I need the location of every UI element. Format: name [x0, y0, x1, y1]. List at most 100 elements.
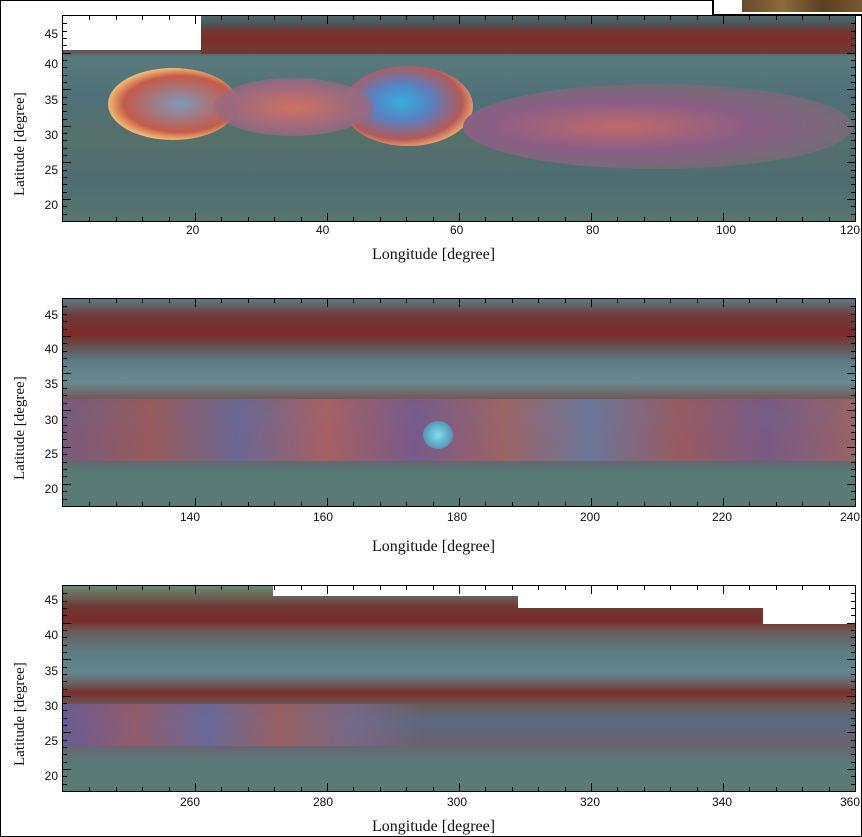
- x-tick-mark: [301, 299, 302, 303]
- x-tick-mark: [142, 586, 143, 590]
- y-tick-mark: [847, 623, 855, 624]
- y-tick-mark: [63, 762, 67, 763]
- y-tick-mark: [63, 133, 67, 134]
- y-tick-mark: [851, 499, 855, 500]
- y-tick-mark: [63, 776, 67, 777]
- x-tick-mark: [485, 299, 486, 303]
- x-tick-label: 220: [712, 510, 733, 524]
- x-tick-mark: [802, 217, 803, 221]
- x-tick-mark: [776, 586, 777, 590]
- x-tick-mark: [802, 299, 803, 303]
- y-tick-label: 20: [44, 482, 58, 496]
- x-tick-mark: [301, 787, 302, 791]
- x-tick-label: 60: [450, 223, 464, 237]
- y-tick-label: 30: [44, 128, 58, 142]
- x-tick-mark: [221, 299, 222, 303]
- y-tick-mark: [851, 667, 855, 668]
- y-tick-mark: [63, 119, 67, 120]
- x-tick-mark: [116, 787, 117, 791]
- x-tick-mark: [723, 783, 724, 791]
- y-tick-mark: [63, 696, 71, 697]
- y-tick-mark: [63, 53, 71, 54]
- x-tick-mark: [802, 787, 803, 791]
- y-tick-mark: [851, 417, 855, 418]
- y-axis-label: Latitude [degree]: [12, 662, 28, 766]
- x-tick-mark: [195, 299, 196, 307]
- x-tick-label: 140: [180, 510, 201, 524]
- x-tick-mark: [591, 16, 592, 24]
- y-tick-mark: [851, 754, 855, 755]
- y-tick-mark: [63, 358, 67, 359]
- x-tick-mark: [89, 586, 90, 590]
- x-tick-mark: [617, 16, 618, 20]
- x-tick-mark: [195, 213, 196, 221]
- x-tick-mark: [380, 16, 381, 20]
- y-tick-mark: [851, 133, 855, 134]
- y-tick-mark: [63, 45, 67, 46]
- x-tick-mark: [116, 502, 117, 506]
- y-tick-mark: [847, 53, 855, 54]
- x-tick-mark: [723, 299, 724, 307]
- y-tick-label: 30: [44, 699, 58, 713]
- y-tick-mark: [63, 89, 71, 90]
- x-tick-label: 40: [316, 223, 330, 237]
- y-tick-mark: [63, 170, 67, 171]
- x-tick-mark: [644, 299, 645, 303]
- x-tick-mark: [169, 16, 170, 20]
- data-gap: [763, 586, 855, 624]
- y-tick-mark: [63, 388, 67, 389]
- x-tick-mark: [142, 787, 143, 791]
- y-axis-label: Latitude [degree]: [12, 92, 28, 196]
- x-tick-label: 80: [586, 223, 600, 237]
- y-tick-mark: [851, 177, 855, 178]
- x-tick-mark: [670, 586, 671, 590]
- y-tick-mark: [63, 484, 71, 485]
- y-tick-mark: [63, 667, 67, 668]
- y-tick-mark: [847, 447, 855, 448]
- x-tick-mark: [274, 16, 275, 20]
- y-tick-label: 35: [44, 664, 58, 678]
- y-tick-mark: [63, 681, 67, 682]
- y-tick-mark: [63, 652, 67, 653]
- x-tick-label: 280: [313, 795, 334, 809]
- corner-image-strip: [742, 0, 862, 12]
- y-tick-mark: [847, 373, 855, 374]
- y-tick-mark: [63, 214, 67, 215]
- y-tick-mark: [851, 454, 855, 455]
- y-tick-mark: [851, 395, 855, 396]
- y-tick-mark: [63, 380, 67, 381]
- y-tick-mark: [63, 111, 67, 112]
- y-tick-mark: [63, 593, 67, 594]
- x-tick-label: 300: [447, 795, 468, 809]
- x-tick-mark: [406, 299, 407, 303]
- x-tick-mark: [565, 586, 566, 590]
- y-tick-mark: [851, 75, 855, 76]
- x-tick-mark: [248, 586, 249, 590]
- y-tick-label: 25: [44, 163, 58, 177]
- y-tick-label: 40: [44, 57, 58, 71]
- y-tick-mark: [63, 38, 67, 39]
- x-tick-mark: [327, 783, 328, 791]
- y-tick-label: 35: [44, 93, 58, 107]
- y-tick-mark: [63, 725, 67, 726]
- y-tick-mark: [63, 703, 67, 704]
- y-tick-mark: [851, 652, 855, 653]
- x-tick-label: 160: [313, 510, 334, 524]
- x-tick-mark: [274, 299, 275, 303]
- y-tick-mark: [851, 432, 855, 433]
- x-tick-mark: [512, 217, 513, 221]
- y-tick-mark: [63, 462, 67, 463]
- y-tick-mark: [847, 162, 855, 163]
- y-tick-mark: [63, 769, 71, 770]
- x-tick-mark: [829, 787, 830, 791]
- y-tick-mark: [851, 314, 855, 315]
- x-tick-mark: [749, 586, 750, 590]
- x-axis-label: Longitude [degree]: [372, 818, 496, 835]
- y-tick-mark: [847, 659, 855, 660]
- y-axis-label: Latitude [degree]: [12, 376, 28, 480]
- y-tick-mark: [63, 623, 71, 624]
- y-tick-label: 20: [44, 769, 58, 783]
- y-tick-mark: [851, 148, 855, 149]
- y-tick-mark: [63, 645, 67, 646]
- x-tick-mark: [512, 787, 513, 791]
